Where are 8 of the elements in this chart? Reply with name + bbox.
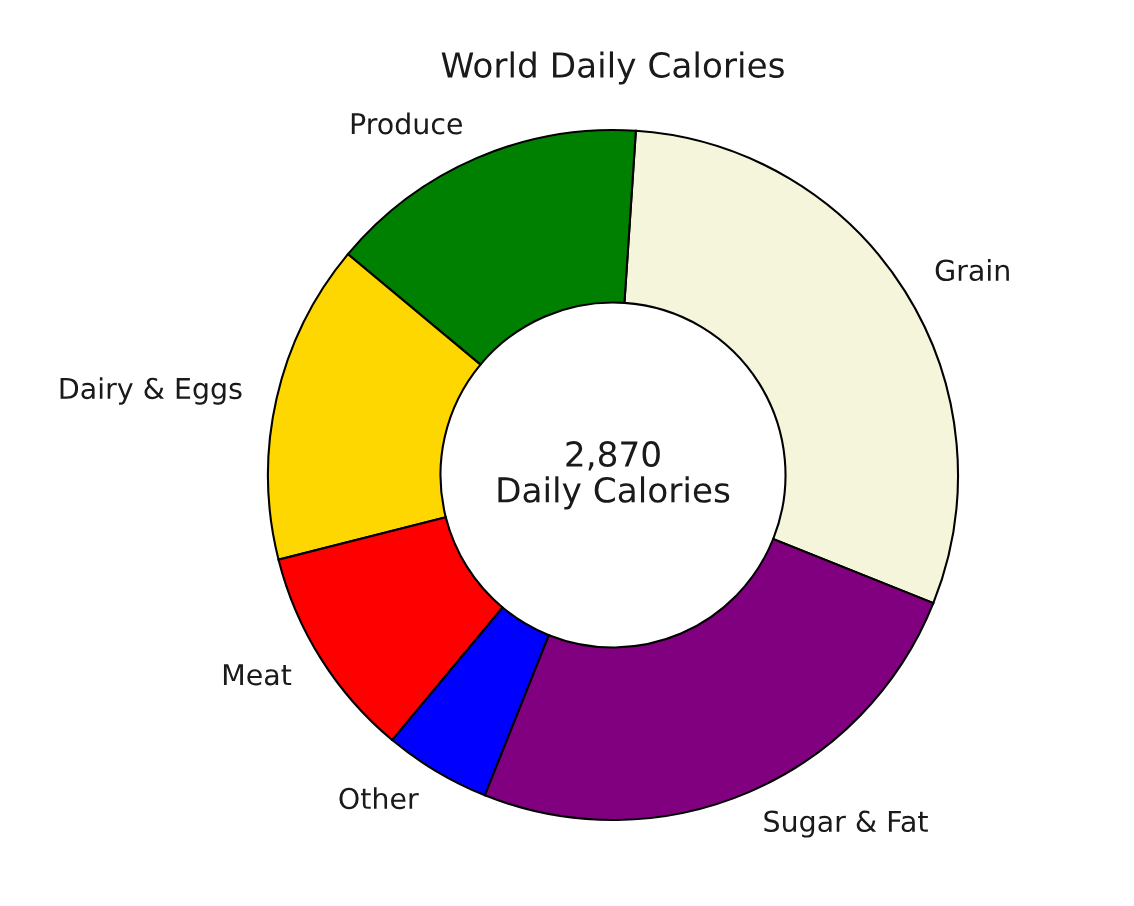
slice-label: Meat xyxy=(223,664,292,686)
text: 2,870 Daily Calories xyxy=(498,441,730,510)
chart-title: World Daily Calories xyxy=(441,51,784,85)
slice-label: Grain xyxy=(935,259,1009,282)
slice-label: Produce xyxy=(351,112,462,135)
slice-label: Sugar & Fat xyxy=(764,810,928,838)
slice-label: Other xyxy=(339,787,419,810)
slice-label: Dairy & Eggs xyxy=(60,377,242,405)
